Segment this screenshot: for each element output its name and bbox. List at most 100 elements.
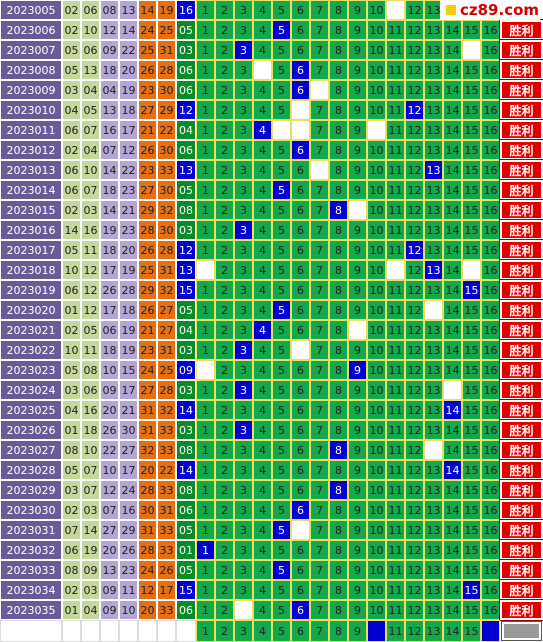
blue-cell: 2 [215, 260, 234, 280]
red-ball: 21 [138, 120, 157, 140]
red-ball: 11 [81, 240, 100, 260]
result-button[interactable]: 胜利 [499, 379, 543, 401]
blue-cell: 4 [253, 160, 272, 180]
red-ball: 14 [81, 520, 100, 540]
blue-cell: 12 [405, 360, 424, 380]
result-button[interactable]: 胜利 [499, 499, 543, 521]
blue-cell: 4 [253, 600, 272, 620]
red-ball: 22 [119, 160, 138, 180]
result-button[interactable]: 胜利 [499, 339, 543, 361]
blue-cell: 9 [348, 360, 367, 380]
result-button[interactable]: 胜利 [499, 79, 543, 101]
blue-cell: 12 [405, 20, 424, 40]
blue-cell: 4 [253, 400, 272, 420]
blue-cell: 1 [196, 460, 215, 480]
blue-cell: 2 [215, 300, 234, 320]
result-button[interactable]: 胜利 [499, 539, 543, 561]
red-ball: 12 [138, 580, 157, 600]
result-button[interactable]: 胜利 [499, 119, 543, 141]
blue-cell: 9 [348, 0, 367, 20]
blue-cell: 5 [272, 360, 291, 380]
red-ball: 10 [62, 260, 81, 280]
blue-cell: 2 [215, 560, 234, 580]
result-button[interactable]: 胜利 [499, 239, 543, 261]
blue-cell: 14 [443, 440, 462, 460]
blue-cell: 15 [462, 300, 481, 320]
blue-ball: 05 [176, 520, 196, 540]
red-ball: 19 [81, 540, 100, 560]
red-ball: 29 [138, 280, 157, 300]
result-button[interactable]: 胜利 [499, 299, 543, 321]
blue-cell: 16 [481, 240, 500, 260]
result-button[interactable]: 胜利 [499, 179, 543, 201]
issue: 2023020 [0, 300, 62, 320]
blue-cell: 5 [272, 500, 291, 520]
result-button[interactable]: 胜利 [499, 579, 543, 601]
blue-cell: 4 [253, 320, 272, 340]
result-button[interactable]: 胜利 [499, 99, 543, 121]
blue-cell: 12 [405, 440, 424, 460]
result-button[interactable]: 胜利 [499, 599, 543, 621]
blue-cell: 10 [367, 260, 386, 280]
result-button[interactable]: 胜利 [499, 219, 543, 241]
blue-cell: 16 [481, 360, 500, 380]
result-button[interactable]: 胜利 [499, 199, 543, 221]
result-button[interactable]: 胜利 [499, 559, 543, 581]
blue-cell: 7 [310, 0, 329, 20]
red-ball: 26 [138, 300, 157, 320]
blue-ball: 06 [176, 500, 196, 520]
result-button[interactable]: 胜利 [499, 439, 543, 461]
red-ball: 02 [62, 20, 81, 40]
result-button[interactable]: 胜利 [499, 279, 543, 301]
result-button[interactable]: 胜利 [499, 259, 543, 281]
red-ball: 14 [119, 20, 138, 40]
red-ball: 10 [81, 20, 100, 40]
result-button[interactable]: 胜利 [499, 419, 543, 441]
result-button[interactable]: 胜利 [499, 399, 543, 421]
blue-cell: 7 [310, 280, 329, 300]
result-button[interactable]: 胜利 [499, 479, 543, 501]
blue-cell: 8 [329, 100, 348, 120]
blue-cell [424, 440, 443, 460]
blue-cell: 1 [196, 400, 215, 420]
blue-cell: 15 [462, 460, 481, 480]
blue-cell: 16 [481, 480, 500, 500]
blue-ball: 03 [176, 420, 196, 440]
red-ball: 19 [100, 220, 119, 240]
result-button[interactable]: 胜利 [499, 319, 543, 341]
blue-cell: 11 [386, 120, 405, 140]
result-button[interactable]: 胜利 [499, 59, 543, 81]
blue-cell [234, 600, 253, 620]
blue-cell: 5 [272, 420, 291, 440]
red-ball: 03 [62, 380, 81, 400]
result-button[interactable]: 胜利 [499, 139, 543, 161]
blue-cell: 3 [234, 220, 253, 240]
blue-cell: 16 [481, 320, 500, 340]
blue-cell: 15 [462, 180, 481, 200]
blue-cell: 3 [234, 380, 253, 400]
blue-cell: 8 [329, 440, 348, 460]
blue-cell: 5 [272, 200, 291, 220]
result-button[interactable]: 胜利 [499, 159, 543, 181]
blue-cell: 6 [291, 500, 310, 520]
result-button[interactable]: 胜利 [499, 519, 543, 541]
blue-cell [196, 260, 215, 280]
blue-cell: 16 [481, 140, 500, 160]
blue-cell: 8 [329, 260, 348, 280]
blue-cell: 11 [386, 580, 405, 600]
result-button[interactable]: 胜利 [499, 459, 543, 481]
blue-cell: 14 [443, 180, 462, 200]
blue-cell: 16 [481, 520, 500, 540]
empty [0, 620, 62, 642]
blue-cell [291, 340, 310, 360]
red-ball: 16 [81, 220, 100, 240]
result-button[interactable]: 胜利 [499, 359, 543, 381]
blue-cell: 4 [253, 480, 272, 500]
blue-cell: 3 [234, 320, 253, 340]
red-ball: 05 [62, 240, 81, 260]
blue-cell: 2 [215, 380, 234, 400]
result-button[interactable]: 胜利 [499, 39, 543, 61]
red-ball: 12 [81, 260, 100, 280]
blue-cell: 3 [234, 280, 253, 300]
result-button[interactable]: 胜利 [499, 19, 543, 41]
